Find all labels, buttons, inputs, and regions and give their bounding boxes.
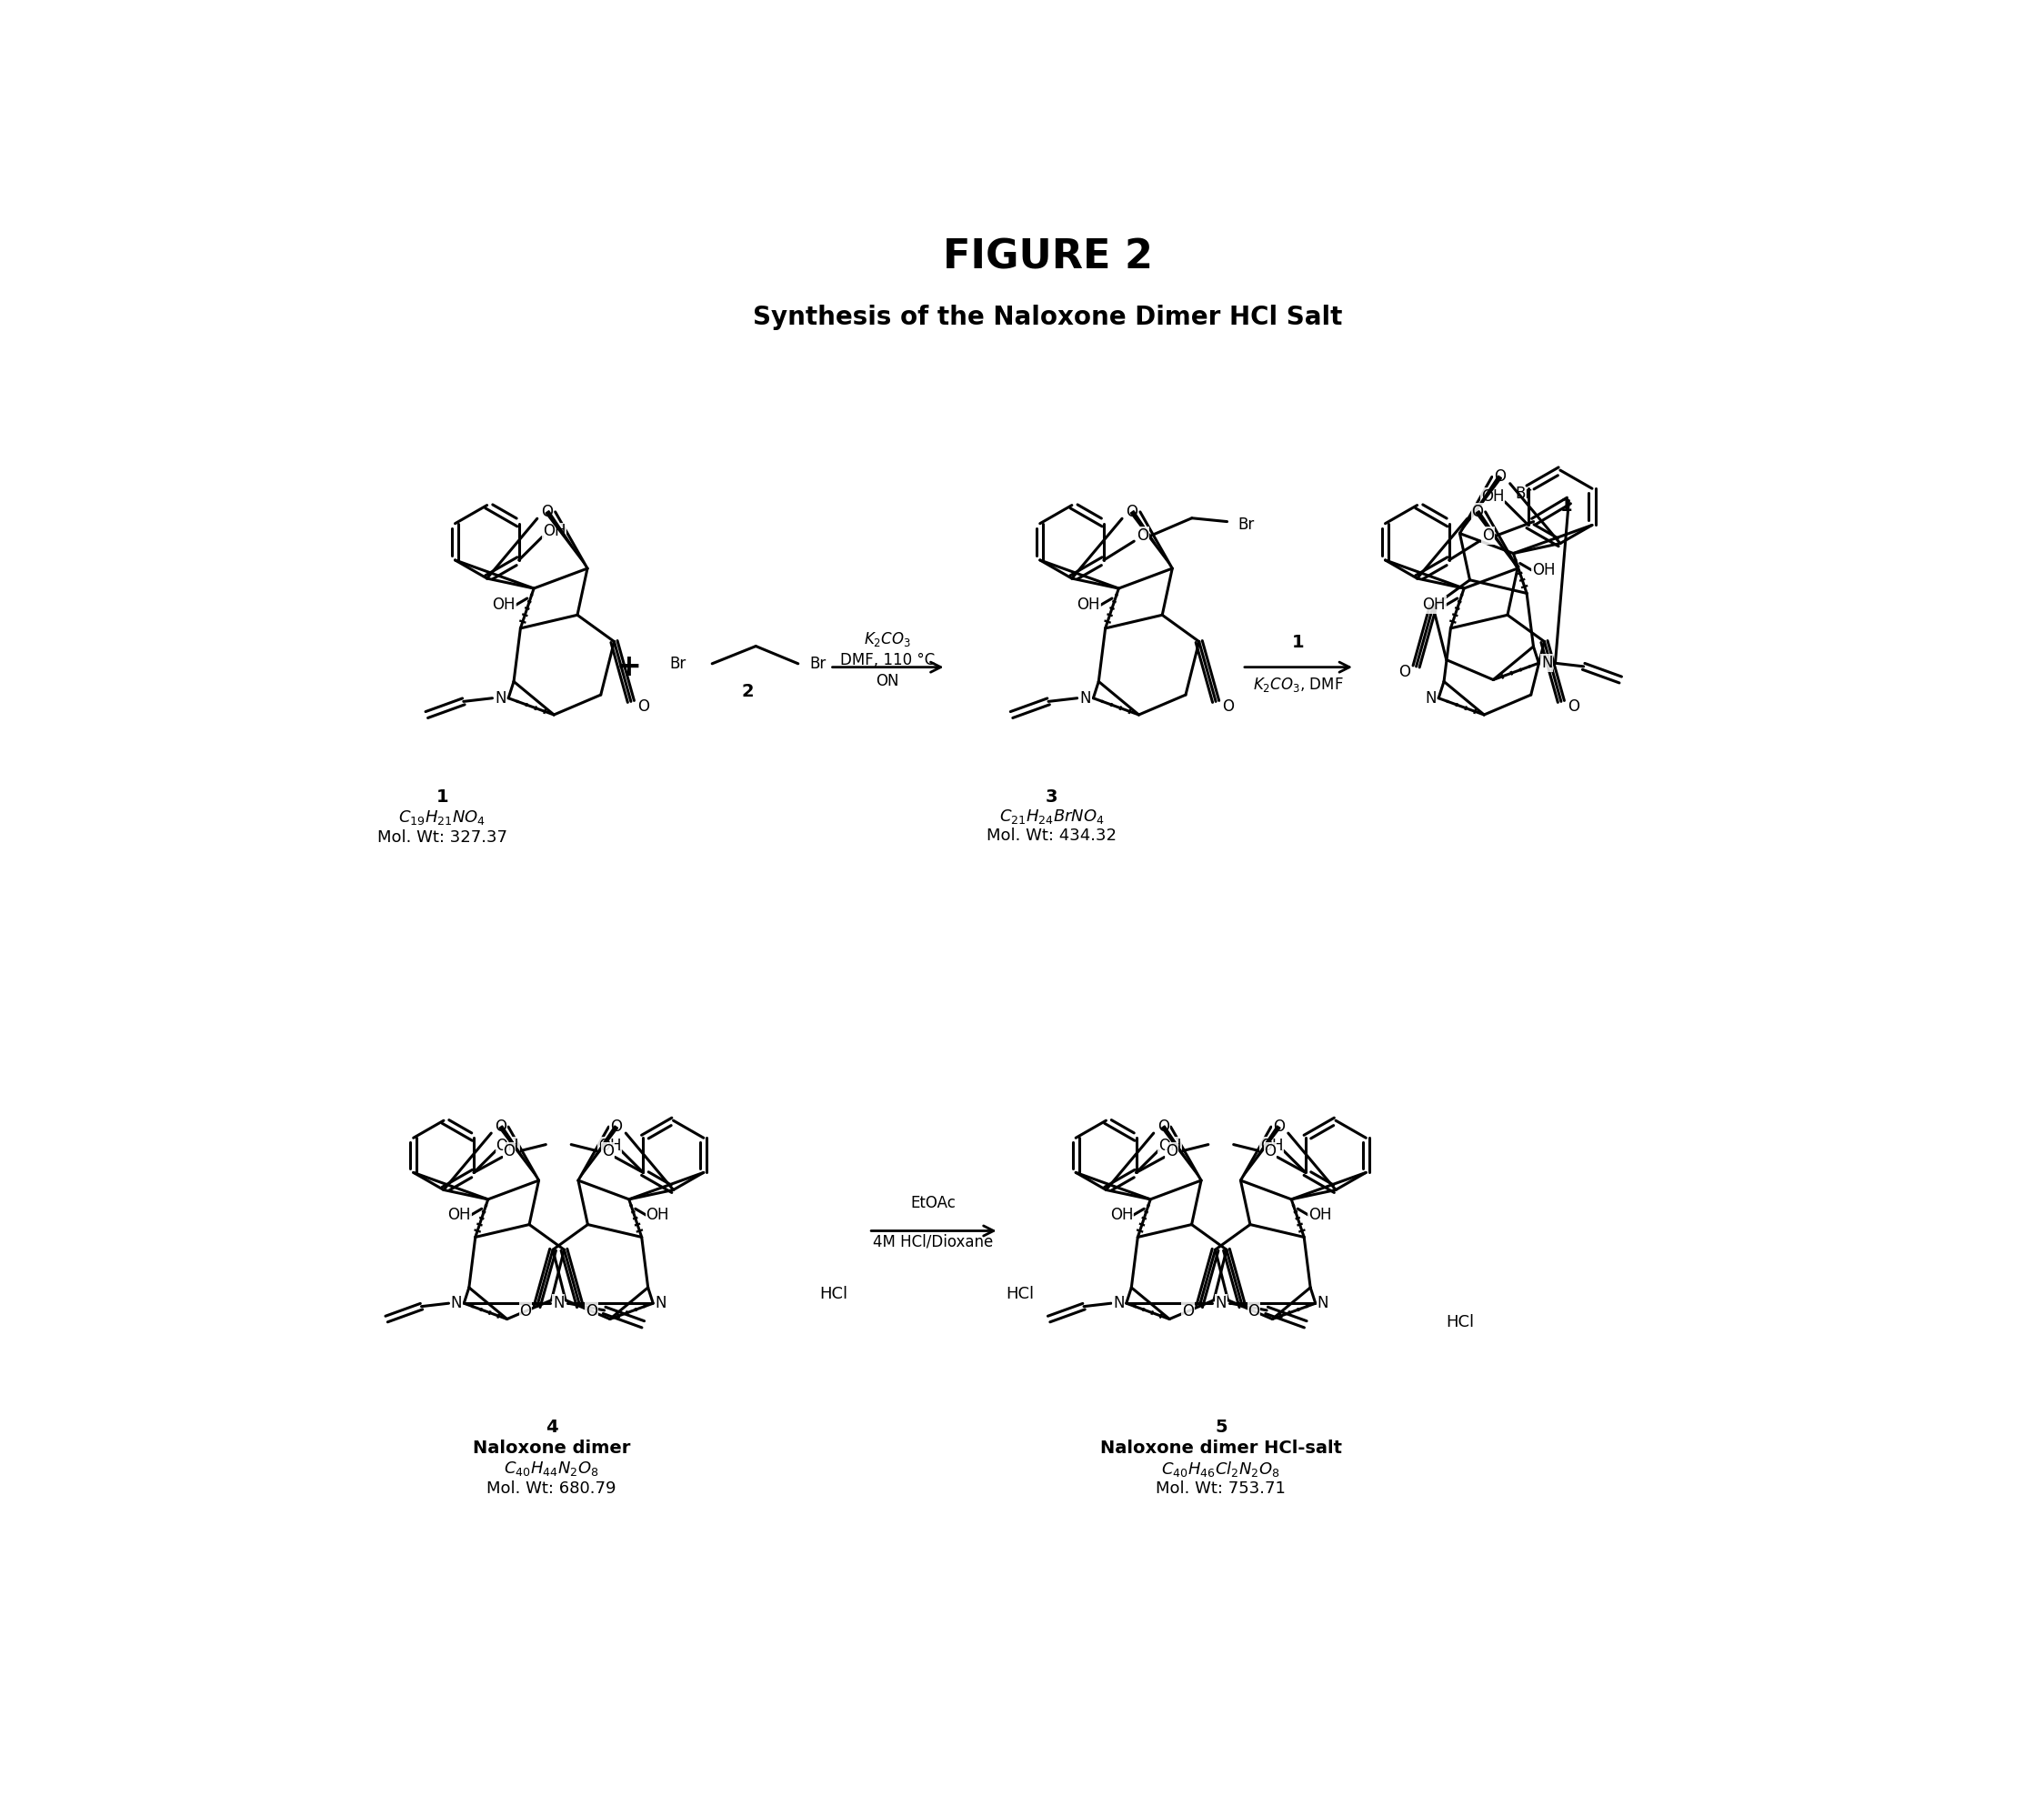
Text: Br: Br [1515,485,1531,501]
Text: O: O [542,503,554,521]
Text: Br: Br [670,656,687,672]
Text: OH: OH [1110,1207,1134,1223]
Text: OH: OH [1077,596,1100,612]
Polygon shape [1130,510,1173,568]
Text: Naloxone dimer HCl-salt: Naloxone dimer HCl-salt [1100,1439,1341,1457]
Text: 4: 4 [546,1419,558,1435]
Text: EtOAc: EtOAc [912,1194,957,1211]
Text: +: + [617,652,642,682]
Text: $C_{40}H_{44}N_2O_8$: $C_{40}H_{44}N_2O_8$ [505,1460,599,1478]
Text: N: N [1318,1295,1329,1311]
Polygon shape [578,1126,617,1180]
Text: O: O [1494,469,1506,485]
Polygon shape [1241,1126,1280,1180]
Text: O: O [1181,1304,1194,1320]
Polygon shape [1459,476,1502,533]
Text: O: O [1157,1119,1169,1135]
Text: O: O [585,1304,597,1320]
Text: OH: OH [493,596,515,612]
Text: $K_2CO_3$, DMF: $K_2CO_3$, DMF [1253,675,1343,693]
Text: Naloxone dimer: Naloxone dimer [472,1439,630,1457]
Text: 5: 5 [1214,1419,1226,1435]
Text: N: N [1114,1295,1124,1311]
Text: OH: OH [599,1137,621,1153]
Polygon shape [546,510,587,568]
Text: O: O [1398,663,1410,681]
Text: 1: 1 [1560,497,1572,515]
Text: OH: OH [1531,562,1555,578]
Text: O: O [603,1144,613,1160]
Text: N: N [552,1295,564,1311]
Text: Mol. Wt: 753.71: Mol. Wt: 753.71 [1157,1480,1286,1496]
Text: N: N [654,1295,666,1311]
Text: $K_2CO_3$: $K_2CO_3$ [865,630,912,648]
Text: O: O [1482,528,1494,544]
Text: ON: ON [877,674,899,690]
Text: $C_{40}H_{46}Cl_2N_2O_8$: $C_{40}H_{46}Cl_2N_2O_8$ [1161,1460,1280,1478]
Text: O: O [495,1119,507,1135]
Text: N: N [1541,656,1553,672]
Text: O: O [1222,699,1235,715]
Text: N: N [1079,690,1091,706]
Text: Mol. Wt: 680.79: Mol. Wt: 680.79 [486,1480,615,1496]
Text: N: N [495,690,507,706]
Text: $C_{21}H_{24}BrNO_4$: $C_{21}H_{24}BrNO_4$ [1000,806,1104,826]
Text: Mol. Wt: 327.37: Mol. Wt: 327.37 [378,830,507,846]
Text: OH: OH [544,523,566,539]
Text: Br: Br [809,656,826,672]
Text: Synthesis of the Naloxone Dimer HCl Salt: Synthesis of the Naloxone Dimer HCl Salt [752,304,1343,330]
Text: Mol. Wt: 434.32: Mol. Wt: 434.32 [987,828,1116,844]
Text: DMF, 110 °C: DMF, 110 °C [840,652,934,668]
Text: O: O [1568,699,1580,715]
Text: O: O [1265,1144,1275,1160]
Polygon shape [1476,510,1517,568]
Text: O: O [1136,528,1149,544]
Text: 2: 2 [742,682,754,700]
Text: 4M HCl/Dioxane: 4M HCl/Dioxane [873,1234,993,1250]
Text: OH: OH [1308,1207,1331,1223]
Text: 3: 3 [1047,788,1059,805]
Text: O: O [1249,1304,1259,1320]
Text: N: N [1425,690,1437,706]
Text: OH: OH [497,1137,519,1153]
Text: 1: 1 [435,788,448,805]
Text: O: O [1126,503,1139,521]
Text: OH: OH [448,1207,470,1223]
Text: N: N [450,1295,462,1311]
Text: OH: OH [1482,489,1504,505]
Text: HCl: HCl [820,1286,848,1302]
Text: O: O [1165,1144,1177,1160]
Text: OH: OH [1261,1137,1284,1153]
Text: OH: OH [1423,596,1445,612]
Text: Br: Br [1239,517,1255,533]
Text: O: O [638,699,648,715]
Text: O: O [519,1304,531,1320]
Polygon shape [1161,1126,1202,1180]
Polygon shape [499,1126,540,1180]
Text: O: O [503,1144,515,1160]
Text: O: O [1472,503,1484,521]
Text: OH: OH [646,1207,668,1223]
Text: FIGURE 2: FIGURE 2 [942,239,1153,277]
Text: O: O [611,1119,621,1135]
Text: HCl: HCl [1447,1313,1474,1331]
Text: HCl: HCl [1006,1286,1034,1302]
Text: O: O [1273,1119,1284,1135]
Text: 1: 1 [1292,634,1304,652]
Text: $C_{19}H_{21}NO_4$: $C_{19}H_{21}NO_4$ [399,808,486,826]
Text: OH: OH [1159,1137,1181,1153]
Text: N: N [1216,1295,1226,1311]
